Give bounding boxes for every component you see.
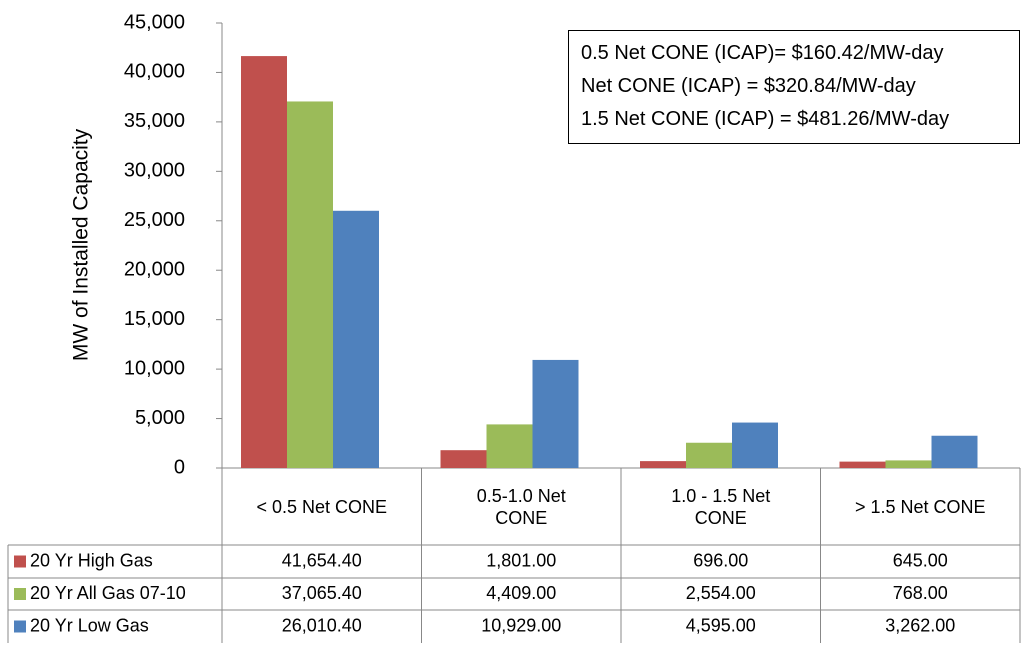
y-tick-label: 45,000 (124, 11, 185, 33)
bar (440, 450, 487, 468)
bar (839, 461, 886, 468)
bar (732, 422, 778, 468)
legend-swatch (14, 555, 26, 568)
x-tick-label: > 1.5 Net CONE (854, 496, 986, 517)
bar (333, 210, 379, 468)
annotation: 1.5 Net CONE (ICAP) = $481.26/MW-day (581, 108, 950, 130)
y-tick-label: 5,000 (135, 407, 185, 429)
bar (486, 424, 533, 468)
data-label: 37,065.40 (282, 583, 362, 603)
legend-swatch (14, 620, 26, 633)
data-label: 26,010.40 (282, 615, 362, 635)
data-label: 10,929.00 (481, 615, 561, 635)
legend-label: 20 Yr All Gas 07-10 (30, 583, 186, 603)
legend-swatch (14, 588, 26, 600)
legend-label: 20 Yr High Gas (30, 550, 153, 570)
data-label: 41,654.40 (282, 550, 362, 570)
bar (931, 435, 978, 468)
y-axis-title: MW of Installed Capacity (70, 128, 93, 361)
y-tick-label: 35,000 (124, 110, 185, 132)
bar (532, 359, 579, 468)
bar (686, 442, 732, 468)
annotation: Net CONE (ICAP) = $320.84/MW-day (581, 75, 916, 97)
y-tick-label: 20,000 (124, 259, 185, 281)
data-label: 2,554.00 (686, 583, 756, 603)
data-label: 645.00 (893, 550, 948, 570)
y-tick-label: 0 (174, 456, 185, 478)
data-label: 4,595.00 (686, 615, 756, 635)
annotation: 0.5 Net CONE (ICAP)= $160.42/MW-day (581, 42, 944, 64)
legend-label: 20 Yr Low Gas (30, 615, 149, 635)
bar (885, 460, 932, 468)
bar (640, 461, 686, 468)
y-tick-label: 30,000 (124, 160, 185, 182)
data-label: 4,409.00 (486, 583, 556, 603)
data-label: 696.00 (693, 550, 748, 570)
y-tick-label: 10,000 (124, 357, 185, 379)
y-tick-label: 25,000 (124, 209, 185, 231)
data-label: 3,262.00 (885, 615, 955, 635)
x-tick-label: < 0.5 Net CONE (256, 496, 388, 517)
y-tick-label: 15,000 (124, 308, 185, 330)
data-label: 768.00 (893, 583, 948, 603)
data-label: 1,801.00 (486, 550, 556, 570)
x-tick-label: 0.5-1.0 Net CONE (476, 485, 566, 528)
annotation-box: 0.5 Net CONE (ICAP)= $160.42/MW-day Net … (568, 30, 1020, 144)
bar (287, 101, 333, 468)
x-tick-label: 1.0 - 1.5 Net CONE (671, 485, 771, 528)
bar (241, 56, 287, 469)
y-tick-label: 40,000 (124, 61, 185, 83)
